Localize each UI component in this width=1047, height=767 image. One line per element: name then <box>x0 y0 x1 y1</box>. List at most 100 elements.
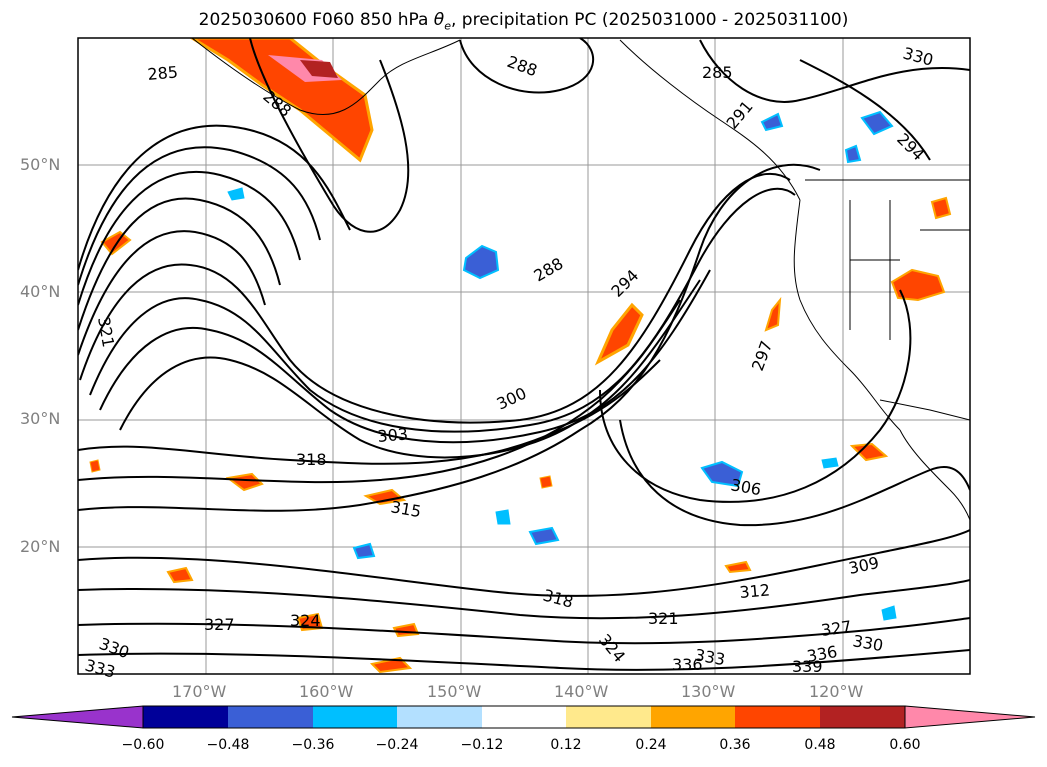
contour-label: 327 <box>204 615 235 634</box>
precip-alaska-core <box>300 60 338 78</box>
precip-front-positive <box>594 302 644 366</box>
contour-label: 309 <box>847 553 881 578</box>
contour-label: 318 <box>541 586 575 612</box>
contour-label: 285 <box>147 62 179 84</box>
colorbar-tick-label: 0.12 <box>550 737 582 753</box>
precip-blob-10 <box>352 542 376 560</box>
precip-blob-18 <box>89 459 101 473</box>
contour-label: 303 <box>377 424 409 446</box>
map-frame <box>77 37 971 675</box>
precip-blob-7 <box>849 442 889 462</box>
lon-label-150w: 150°W <box>427 682 482 701</box>
lon-label-160w: 160°W <box>299 682 354 701</box>
colorbar-tick-label: −0.24 <box>375 737 419 753</box>
colorbar-frame <box>142 705 906 729</box>
contour-label: 330 <box>851 631 884 655</box>
contour-label: 318 <box>296 450 327 469</box>
colorbar-extend-right <box>904 705 1036 729</box>
baja-coast <box>899 429 970 521</box>
lat-label-50n: 50°N <box>20 155 61 174</box>
precip-coast-positive <box>890 268 946 302</box>
precip-pacific-negative <box>462 244 500 280</box>
colorbar-tick-label: 0.36 <box>719 737 751 753</box>
contour-label: 285 <box>702 63 733 82</box>
contour-label: 288 <box>531 254 567 286</box>
lon-label-140w: 140°W <box>554 682 609 701</box>
contour-label: 324 <box>595 630 629 666</box>
map-title: 2025030600 F060 850 hPa θe, precipitatio… <box>0 10 1047 32</box>
colorbar-segment <box>143 706 228 728</box>
contour-label: 297 <box>748 338 776 373</box>
us-west-coast <box>793 199 901 431</box>
precip-blob-8 <box>930 196 952 220</box>
precip-blob-11 <box>528 526 560 546</box>
colorbar-segment <box>228 706 313 728</box>
canada-coast <box>619 39 801 201</box>
contour-label: 321 <box>94 315 118 348</box>
contour-label: 306 <box>729 475 762 499</box>
colorbar-tick-label: 0.48 <box>804 737 836 753</box>
precip-blob-17 <box>844 144 862 164</box>
contour-label: 324 <box>290 611 321 630</box>
title-theta-subscript: e <box>444 19 451 33</box>
contour-label: 330 <box>901 44 935 70</box>
colorbar-segment <box>820 706 905 728</box>
colorbar-segment <box>482 706 566 728</box>
precip-subtropic-negative <box>700 460 744 488</box>
lat-label-40n: 40°N <box>20 282 61 301</box>
colorbar-tick-label: 0.60 <box>889 737 921 753</box>
colorbar-extend-left <box>11 705 144 729</box>
colorbar-segment <box>735 706 820 728</box>
precip-nw-negative <box>860 110 894 136</box>
state-lines <box>849 200 970 340</box>
precip-blob-2 <box>363 488 407 506</box>
precip-blob-1 <box>225 472 264 492</box>
contour-label: 294 <box>893 129 928 164</box>
colorbar <box>11 705 1036 729</box>
contour-label: 288 <box>505 52 540 80</box>
lat-label-30n: 30°N <box>20 409 61 428</box>
theta-e-contours <box>78 38 970 671</box>
colorbar-segment <box>566 706 651 728</box>
lon-label-130w: 130°W <box>681 682 736 701</box>
lon-label-170w: 170°W <box>172 682 227 701</box>
us-mexico-border <box>879 399 970 421</box>
colorbar-tick-label: −0.48 <box>206 737 250 753</box>
precip-blob-3 <box>166 566 194 584</box>
coastlines <box>191 38 970 521</box>
precip-blob-6 <box>392 622 420 638</box>
contour-label: 312 <box>739 580 771 602</box>
precip-ca-positive <box>764 296 782 332</box>
precip-blob-19 <box>539 475 553 489</box>
title-prefix: 2025030600 F060 850 hPa <box>198 10 434 30</box>
contour-label: 294 <box>607 266 642 301</box>
contour-label: 339 <box>792 657 823 676</box>
precip-blob-16 <box>760 112 784 132</box>
precipitation-shading <box>89 38 952 674</box>
colorbar-segment <box>313 706 397 728</box>
alaska-coast <box>191 38 461 115</box>
colorbar-segment <box>397 706 482 728</box>
precip-blob-13 <box>881 605 897 621</box>
contour-label: 330 <box>97 634 132 662</box>
contour-label: 336 <box>672 655 703 674</box>
title-theta-symbol: θ <box>433 10 445 30</box>
lon-label-120w: 120°W <box>809 682 864 701</box>
contour-label: 291 <box>723 97 757 133</box>
precip-blob-12 <box>495 509 511 525</box>
colorbar-tick-label: −0.12 <box>460 737 504 753</box>
colorbar-segment <box>651 706 735 728</box>
colorbar-tick-label: −0.60 <box>121 737 165 753</box>
title-suffix: , precipitation PC (2025031000 - 2025031… <box>450 10 849 30</box>
contour-label: 321 <box>648 609 679 628</box>
contour-label: 300 <box>494 383 530 413</box>
contour-label: 315 <box>389 497 422 521</box>
contour-label: 333 <box>83 656 117 682</box>
colorbar-tick-label: −0.36 <box>291 737 335 753</box>
contour-label: 327 <box>820 617 853 640</box>
colorbar-tick-label: 0.24 <box>635 737 667 753</box>
precip-blob-9 <box>724 560 752 574</box>
precip-blob-14 <box>227 187 245 201</box>
lat-label-20n: 20°N <box>20 537 61 556</box>
